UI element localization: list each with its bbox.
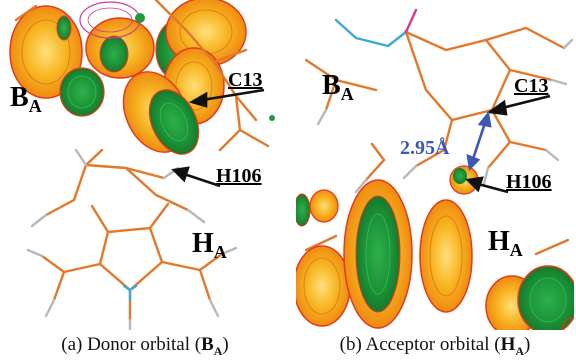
atom-label-c13: C13 [228, 69, 262, 91]
nitrogen-bonds [334, 18, 408, 48]
hydrogen-bonds [26, 148, 238, 330]
atom-label-h106: H106 [216, 165, 262, 187]
nitrogen-bonds [122, 284, 138, 302]
molecule-bonds [304, 26, 566, 182]
panel-acceptor-orbital: BA HA C13 H106 2.95Å [296, 0, 574, 330]
distance-arrow [466, 110, 492, 171]
label-arrows [171, 88, 265, 188]
panel-donor-orbital: BA HA C13 H106 [6, 0, 284, 330]
acceptor-orbital-image: BA HA C13 H106 2.95Å [296, 8, 574, 330]
sulfur-bonds [404, 8, 418, 34]
atom-label-h106: H106 [506, 171, 552, 193]
arrow-to-h106 [465, 176, 484, 193]
orbital-lobes [296, 165, 574, 330]
caption-b: (b) Acceptor orbital (HA) [339, 334, 531, 358]
label-arrows [465, 94, 551, 194]
caption-a: (a) Donor orbital (BA) [61, 334, 229, 358]
ring-label-h: HA [488, 226, 523, 260]
ring-label-h: HA [192, 228, 227, 262]
orbital-lobes [9, 0, 275, 155]
ring-label-b: BA [322, 70, 354, 104]
ring-label-b: BA [10, 82, 42, 116]
atom-label-c13: C13 [514, 75, 548, 97]
hydrogen-bonds [316, 38, 574, 194]
donor-orbital-image: BA HA C13 H106 [9, 0, 275, 330]
distance-label: 2.95Å [400, 136, 450, 159]
arrow-to-h106 [171, 166, 190, 183]
molecule-bonds [14, 0, 270, 322]
arrow-to-c13 [486, 99, 508, 116]
arrow-to-c13 [188, 91, 208, 108]
